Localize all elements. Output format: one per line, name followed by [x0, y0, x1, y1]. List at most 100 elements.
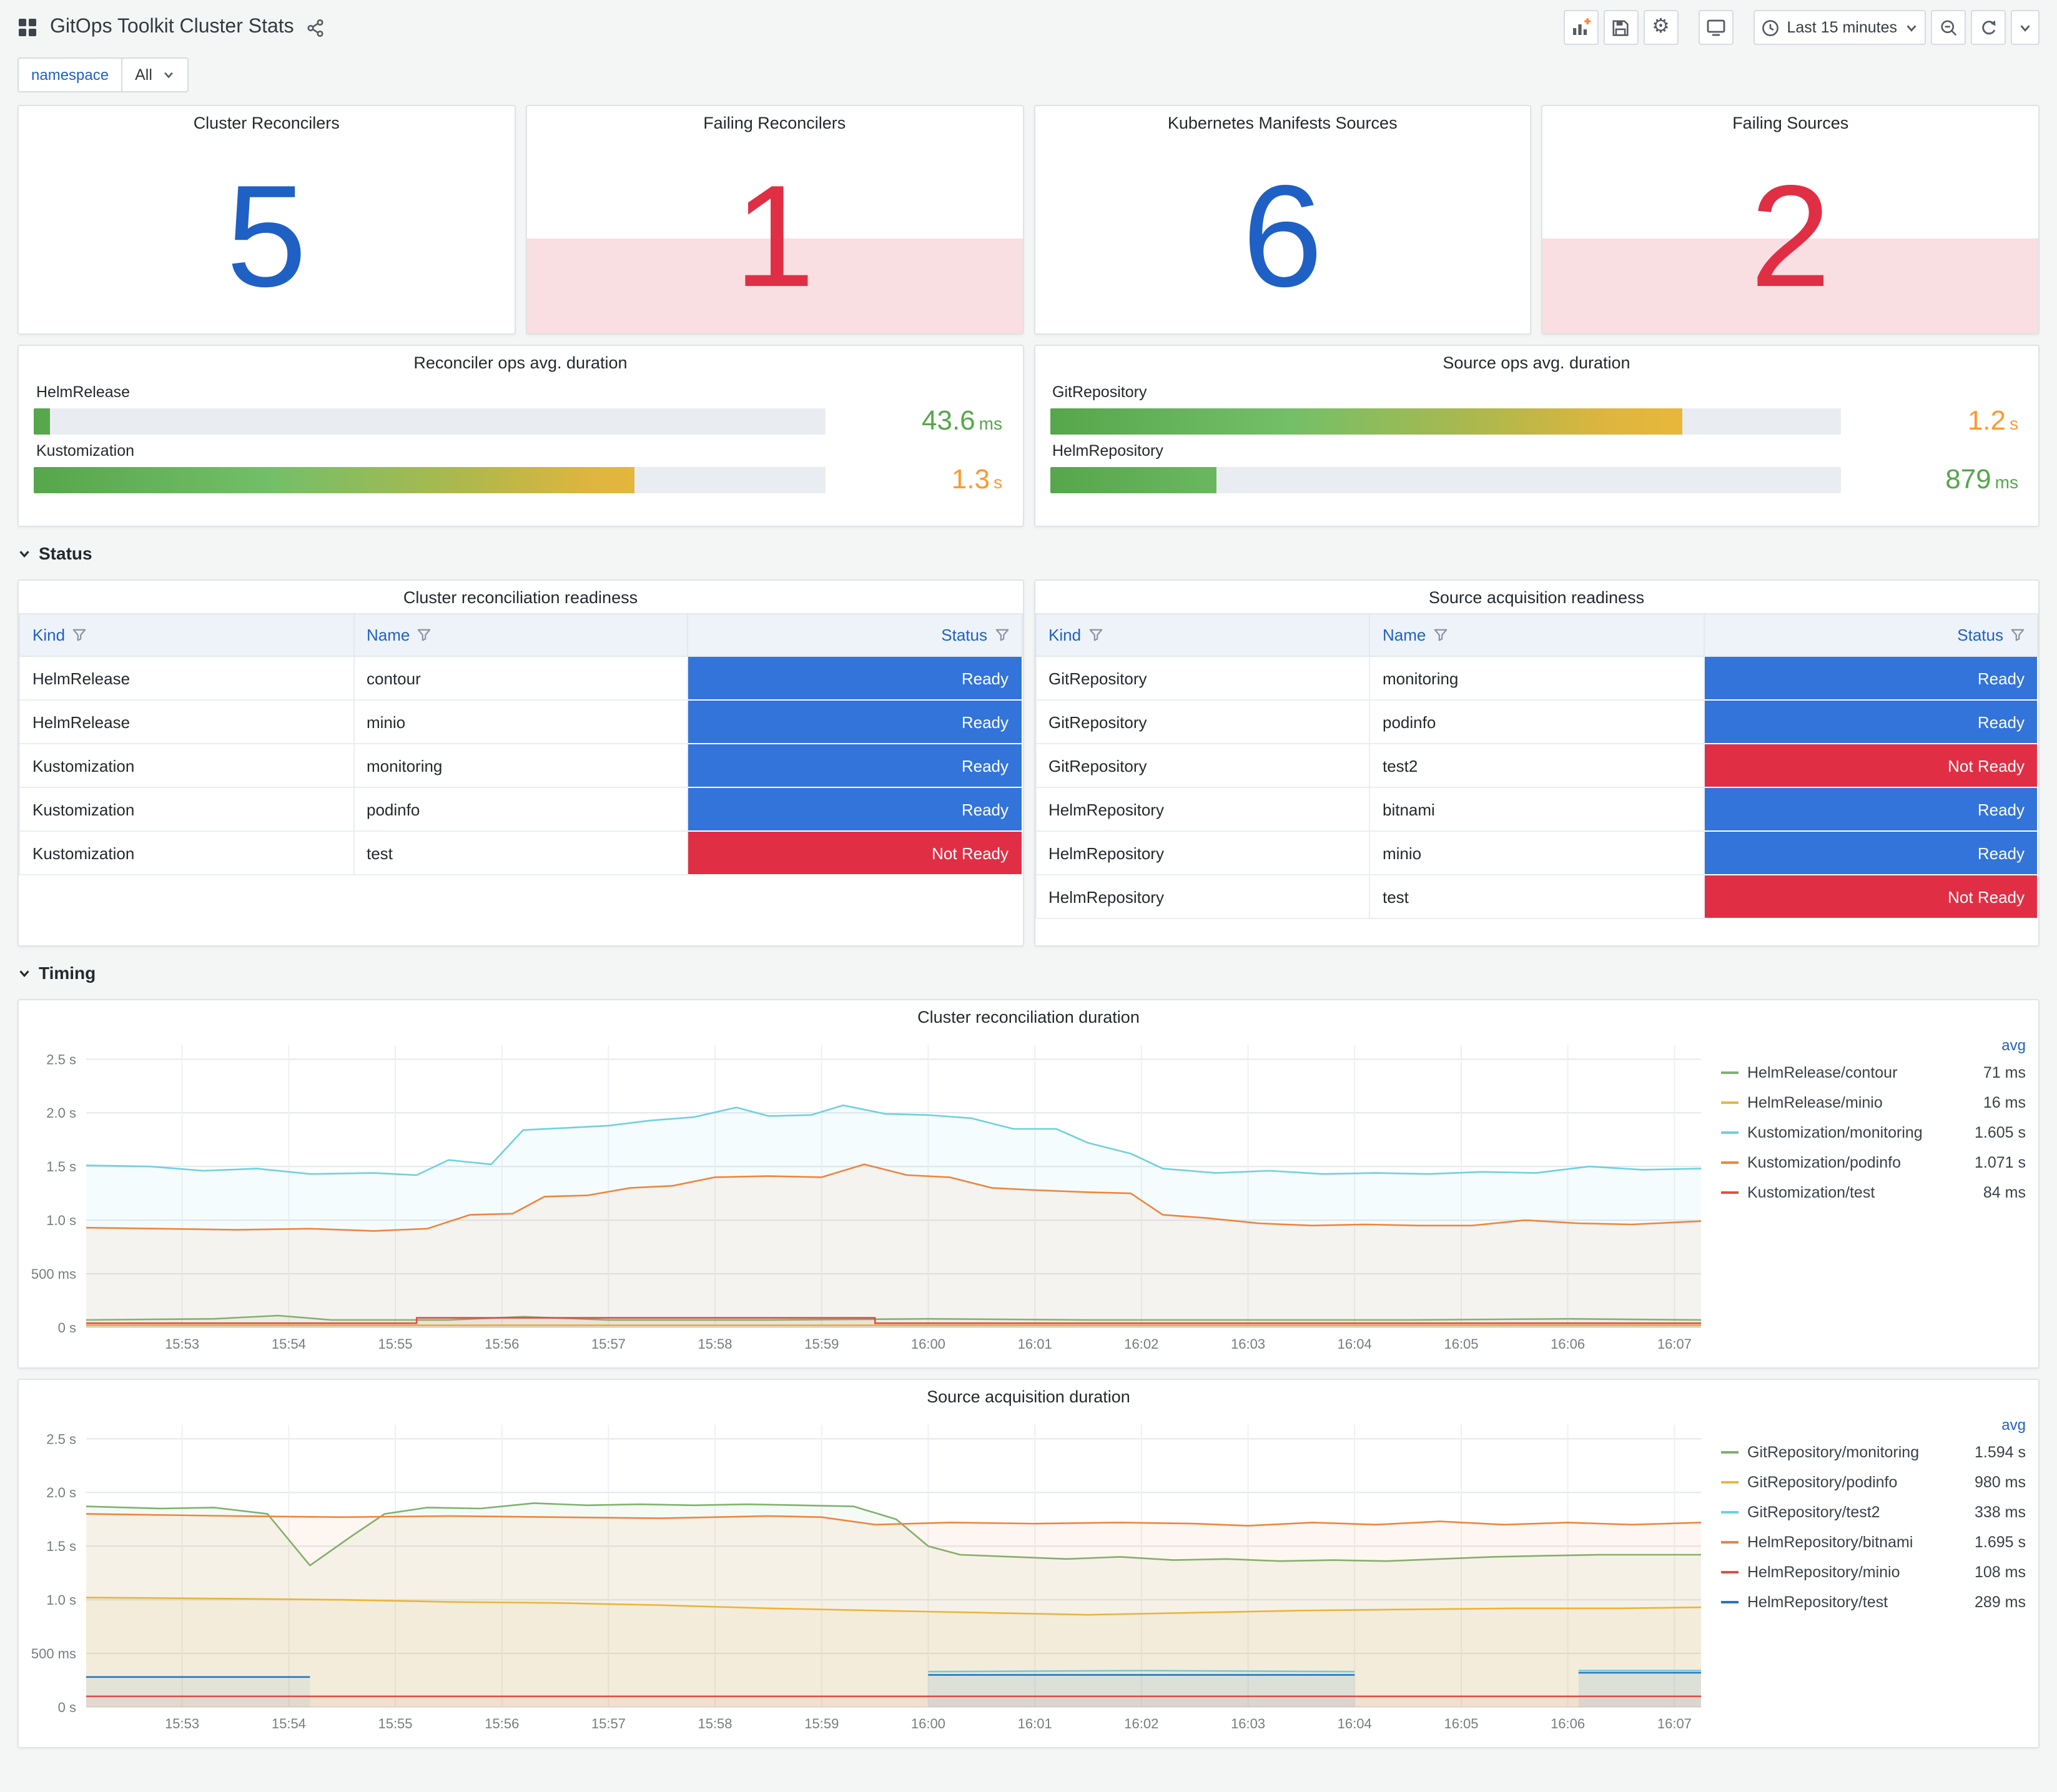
series-color-marker-icon	[1721, 1071, 1739, 1074]
legend-series-name[interactable]: GitRepository/podinfo	[1747, 1474, 1898, 1491]
clock-icon	[1762, 19, 1778, 36]
panel-title: Cluster Reconcilers	[193, 113, 340, 132]
refresh-interval-button[interactable]	[2011, 10, 2040, 45]
legend-item-gitrepository-monitoring: GitRepository/monitoring 1.594 s	[1721, 1437, 2026, 1467]
legend-series-name[interactable]: GitRepository/monitoring	[1747, 1444, 1920, 1461]
legend-series-name[interactable]: HelmRelease/minio	[1747, 1094, 1883, 1111]
table-row: Kustomization podinfo Ready	[19, 787, 1022, 832]
cycle-view-button[interactable]	[1698, 10, 1734, 45]
gauge-panel-reconciler-ops-avg-duration: Reconciler ops avg. duration HelmRelease 4…	[17, 345, 1024, 527]
legend-series-name[interactable]: Kustomization/monitoring	[1747, 1124, 1923, 1141]
filter-funnel-icon[interactable]	[995, 628, 1009, 642]
legend-series-avg: 16 ms	[1983, 1094, 2026, 1111]
legend-series-name[interactable]: Kustomization/test	[1747, 1184, 1875, 1201]
save-dashboard-button[interactable]	[1603, 10, 1639, 45]
variable-namespace-select[interactable]: All	[121, 57, 189, 92]
panel-title: Failing Sources	[1732, 113, 1849, 132]
gauge-value-number: 1.3	[951, 463, 990, 495]
column-header-name[interactable]: Name	[1369, 613, 1704, 657]
section-timing[interactable]: Timing	[17, 957, 2040, 989]
series-color-marker-icon	[1721, 1601, 1739, 1603]
filter-funnel-icon[interactable]	[72, 628, 86, 642]
status-badge: Ready	[1703, 787, 2038, 832]
bar-gauge-fill	[1050, 466, 1216, 493]
gauge-row: 1.2 s	[1050, 405, 2023, 437]
filter-funnel-icon[interactable]	[417, 628, 431, 642]
legend-series-avg: 1.071 s	[1974, 1154, 2026, 1171]
status-badge: Not Ready	[1703, 743, 2038, 788]
stat-panel-failing-reconcilers: Failing Reconcilers 1	[525, 105, 1024, 335]
legend-series-name[interactable]: HelmRepository/minio	[1747, 1563, 1900, 1581]
column-header-name[interactable]: Name	[353, 613, 688, 657]
filter-funnel-icon[interactable]	[2011, 628, 2025, 642]
timeseries-plot[interactable]: 0 s 500 ms 1.0 s 1.5 s 2.0 s 2.5 s 15:53 15:54 1…	[19, 1033, 1716, 1360]
legend-series-name[interactable]: HelmRepository/test	[1747, 1593, 1888, 1611]
legend-series-avg: 980 ms	[1975, 1474, 2026, 1491]
svg-text:16:03: 16:03	[1231, 1336, 1265, 1352]
svg-text:15:54: 15:54	[272, 1336, 306, 1352]
filter-funnel-icon[interactable]	[1433, 628, 1447, 642]
refresh-button[interactable]	[1971, 10, 2006, 45]
table-cell: GitRepository	[1035, 743, 1370, 788]
bar-gauge-fill	[1050, 408, 1683, 434]
column-header-kind[interactable]: Kind	[1035, 613, 1370, 657]
svg-text:16:00: 16:00	[911, 1336, 945, 1352]
series-color-marker-icon	[1721, 1541, 1739, 1543]
legend-series-name[interactable]: GitRepository/test2	[1747, 1504, 1880, 1521]
series-color-marker-icon	[1721, 1481, 1739, 1484]
section-status[interactable]: Status	[17, 537, 2040, 569]
zoom-out-button[interactable]	[1931, 10, 1966, 45]
filter-funnel-icon[interactable]	[1088, 628, 1102, 642]
legend-series-avg: 1.605 s	[1974, 1124, 2026, 1141]
save-icon	[1612, 19, 1629, 36]
add-panel-icon	[1572, 18, 1591, 35]
table-row: HelmRepository bitnami Ready	[1035, 787, 2038, 832]
gauge-panel-source-ops-avg-duration: Source ops avg. duration GitRepository 1.2…	[1033, 345, 2040, 527]
svg-text:15:58: 15:58	[698, 1336, 732, 1352]
svg-text:15:57: 15:57	[591, 1336, 626, 1352]
legend-series-name[interactable]: HelmRelease/contour	[1747, 1064, 1898, 1081]
chart-legend: avg HelmRelease/contour 71 ms HelmRelease/m…	[1716, 1033, 2038, 1208]
legend-series-avg: 84 ms	[1983, 1184, 2026, 1201]
gauge-value-unit: s	[2010, 413, 2018, 433]
legend-series-name[interactable]: Kustomization/podinfo	[1747, 1154, 1901, 1171]
legend-series-avg: 289 ms	[1975, 1593, 2026, 1611]
svg-text:15:53: 15:53	[165, 1716, 199, 1731]
gauge-value: 43.6 ms	[837, 405, 1007, 437]
table-row: GitRepository podinfo Ready	[1035, 699, 2038, 744]
svg-text:16:07: 16:07	[1657, 1336, 1692, 1352]
settings-button[interactable]: ⚙	[1643, 10, 1679, 45]
stat-panel-kubernetes-manifests-sources: Kubernetes Manifests Sources 6	[1033, 105, 1532, 335]
variable-namespace-label[interactable]: namespace	[17, 57, 122, 92]
chart-panels: Cluster reconciliation duration 0 s 500 ms…	[17, 999, 2040, 1748]
stat-value: 2	[1750, 155, 1831, 317]
stat-value: 5	[226, 155, 307, 317]
column-header-status[interactable]: Status	[687, 613, 1022, 657]
gauge-rows: HelmRelease 43.6 ms Kustomization 1.3 s	[19, 383, 1022, 496]
section-status-label: Status	[39, 543, 92, 563]
table-cell: monitoring	[353, 743, 688, 788]
dashboard-grid-icon[interactable]	[17, 17, 37, 37]
share-icon[interactable]	[307, 18, 325, 37]
table-row: GitRepository test2 Not Ready	[1035, 743, 2038, 788]
time-range-button[interactable]: Last 15 minutes	[1753, 10, 1926, 45]
stat-value: 1	[734, 155, 815, 317]
add-panel-button[interactable]	[1563, 10, 1599, 45]
svg-text:16:05: 16:05	[1444, 1716, 1478, 1731]
legend-series-name[interactable]: HelmRepository/bitnami	[1747, 1534, 1913, 1551]
table-cell: test	[1369, 874, 1704, 919]
table-cell: test	[353, 830, 688, 875]
gear-icon: ⚙	[1652, 16, 1670, 37]
svg-text:16:06: 16:06	[1551, 1716, 1585, 1731]
table-cell: HelmRelease	[19, 699, 354, 744]
gauge-label: GitRepository	[1052, 383, 1147, 401]
series-color-marker-icon	[1721, 1191, 1739, 1194]
column-header-status[interactable]: Status	[1703, 613, 2038, 657]
column-header-kind[interactable]: Kind	[19, 613, 354, 657]
status-badge: Ready	[1703, 656, 2038, 701]
legend-item-helmrepository-minio: HelmRepository/minio 108 ms	[1721, 1557, 2026, 1587]
svg-text:16:00: 16:00	[911, 1716, 945, 1731]
gauge-row: 879 ms	[1050, 463, 2023, 496]
timeseries-plot[interactable]: 0 s 500 ms 1.0 s 1.5 s 2.0 s 2.5 s 15:53 15:54 1…	[19, 1412, 1716, 1740]
svg-text:500 ms: 500 ms	[31, 1266, 76, 1282]
